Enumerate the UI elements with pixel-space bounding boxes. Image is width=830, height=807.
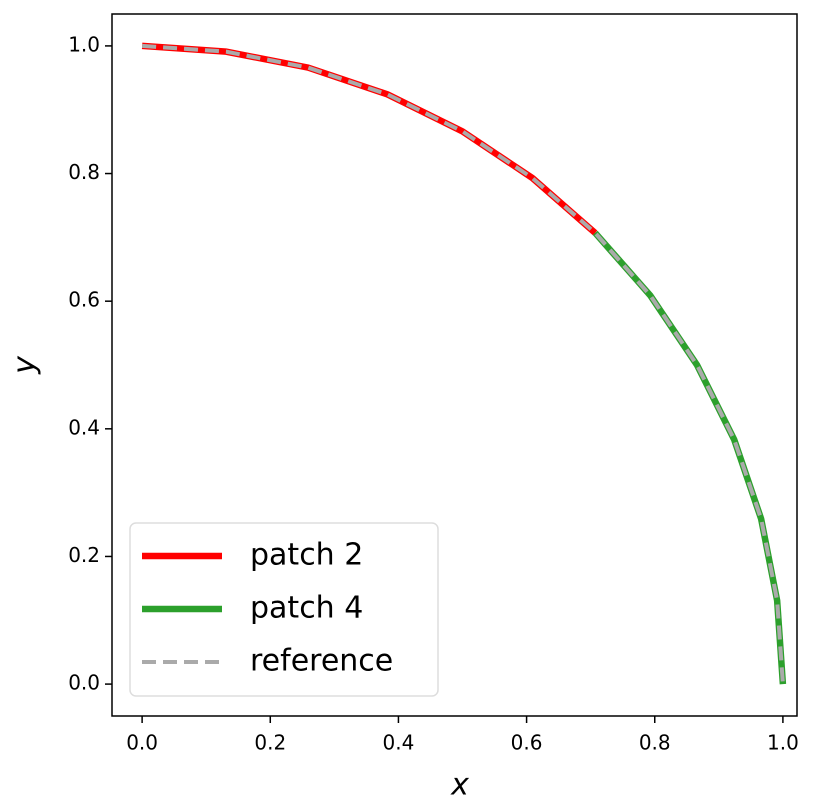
x-tick-label: 0.8 xyxy=(639,731,671,755)
x-axis-label: x xyxy=(450,768,469,803)
x-tick-label: 0.0 xyxy=(126,731,158,755)
legend-label: patch 4 xyxy=(250,591,363,626)
x-tick-label: 0.4 xyxy=(383,731,415,755)
plot-frame xyxy=(111,13,798,717)
y-tick-label: 0.4 xyxy=(68,415,100,439)
legend-label: reference xyxy=(250,644,393,679)
y-tick-label: 0.6 xyxy=(68,288,100,312)
y-tick-label: 0.2 xyxy=(68,543,100,567)
legend-box xyxy=(129,522,439,697)
x-tick-label: 0.2 xyxy=(254,731,286,755)
series-line xyxy=(141,42,598,236)
y-tick-label: 1.0 xyxy=(68,32,100,56)
legend-label: patch 2 xyxy=(250,538,363,573)
x-tick-label: 0.6 xyxy=(511,731,543,755)
series-line xyxy=(592,230,787,685)
x-tick-label: 1.0 xyxy=(767,731,799,755)
y-axis-label: y xyxy=(8,355,43,375)
y-tick-label: 0.8 xyxy=(68,160,100,184)
y-tick-label: 0.0 xyxy=(68,671,100,695)
